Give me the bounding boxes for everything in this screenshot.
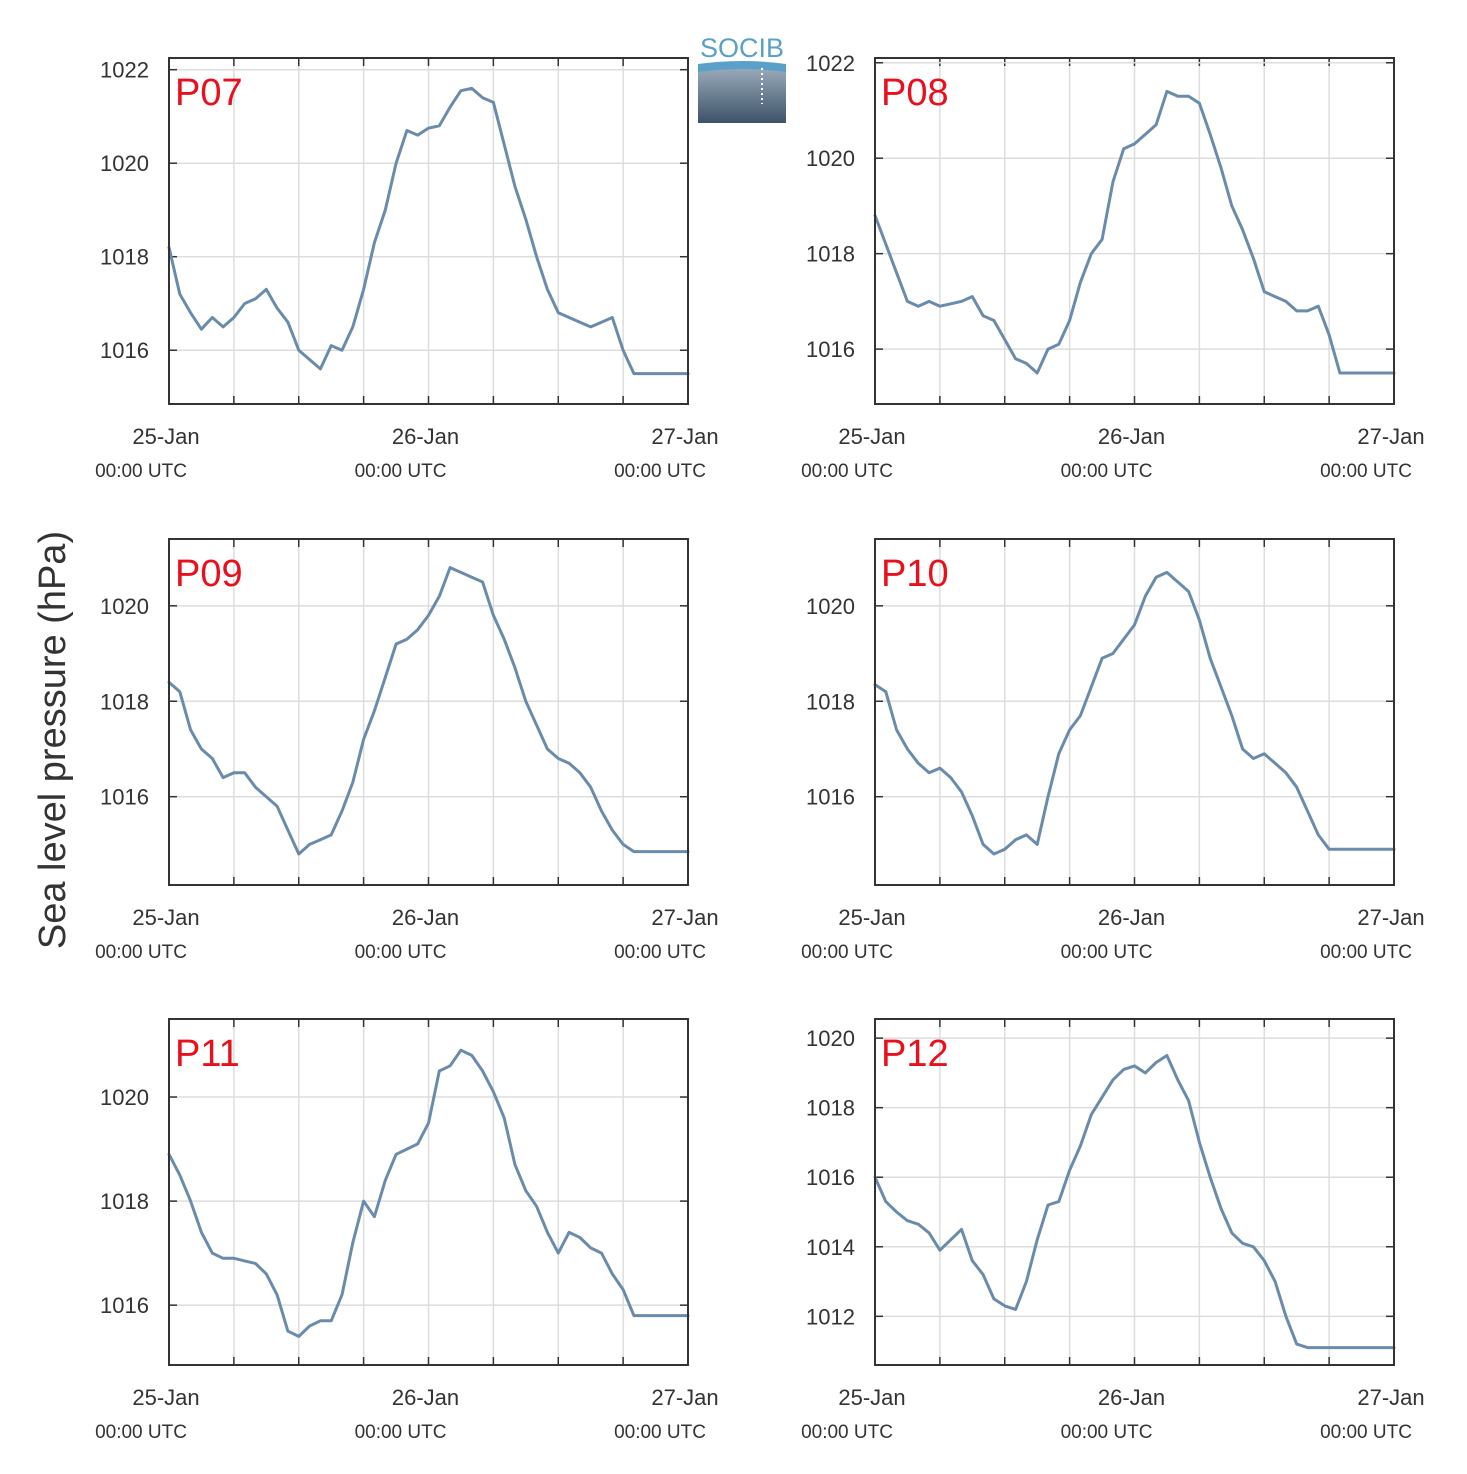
x-tick-sublabel: 00:00 UTC (355, 1422, 447, 1443)
y-tick-label: 1020 (100, 1085, 149, 1110)
x-tick-label: 25-Jan (132, 1385, 199, 1410)
x-tick-sublabel: 00:00 UTC (95, 1422, 187, 1443)
chart-panel-2: 1016 1018 1020 1022 25-Jan 00:00 UTC 26-Jan 00:… (801, 51, 1425, 482)
plot-frame (168, 57, 689, 405)
logo-text: SOCIB (700, 33, 784, 63)
y-tick-label: 1016 (806, 1165, 855, 1190)
plot-frame (874, 538, 1395, 886)
x-tick-sublabel: 00:00 UTC (614, 461, 706, 482)
chart-panel-3: 1016 1018 1020 25-Jan 00:00 UTC 26-Jan 00:00 U… (95, 538, 719, 963)
x-tick-label: 25-Jan (838, 1385, 905, 1410)
x-tick-sublabel: 00:00 UTC (1320, 942, 1412, 963)
x-tick-label: 25-Jan (132, 905, 199, 930)
series-line (167, 566, 690, 856)
y-tick-label: 1016 (100, 338, 149, 363)
chart-panel-4: 1016 1018 1020 25-Jan 00:00 UTC 26-Jan 00:00 U… (801, 538, 1425, 963)
x-tick-label: 27-Jan (651, 905, 718, 930)
y-tick-label: 1016 (100, 785, 149, 810)
x-tick-sublabel: 00:00 UTC (95, 942, 187, 963)
x-tick-label: 25-Jan (838, 424, 905, 449)
logo-wave-shape (698, 61, 786, 72)
x-tick-sublabel: 00:00 UTC (355, 461, 447, 482)
y-tick-label: 1020 (100, 594, 149, 619)
chart-panel-6: 1012 1014 1016 1018 1020 25-Jan 00:00 UTC 26-Ja… (801, 1018, 1425, 1443)
panel-label: P07 (175, 72, 243, 114)
plot-frame (874, 1018, 1395, 1366)
y-tick-label: 1016 (100, 1293, 149, 1318)
panel-label: P09 (175, 553, 243, 595)
y-tick-label: 1018 (806, 242, 855, 267)
panel-label: P12 (881, 1033, 949, 1075)
y-tick-label: 1022 (806, 51, 855, 76)
x-tick-sublabel: 00:00 UTC (801, 942, 893, 963)
x-tick-sublabel: 00:00 UTC (1320, 461, 1412, 482)
y-tick-label: 1018 (806, 1096, 855, 1121)
y-tick-label: 1022 (100, 58, 149, 83)
y-tick-label: 1020 (100, 151, 149, 176)
y-tick-label: 1018 (100, 245, 149, 270)
x-tick-sublabel: 00:00 UTC (1061, 942, 1153, 963)
y-tick-label: 1018 (100, 1189, 149, 1214)
panel-label: P10 (881, 553, 949, 595)
y-tick-label: 1016 (806, 337, 855, 362)
series-line (873, 1054, 1396, 1350)
x-tick-label: 27-Jan (1357, 905, 1424, 930)
y-tick-label: 1018 (806, 689, 855, 714)
x-tick-label: 26-Jan (1098, 1385, 1165, 1410)
x-tick-label: 27-Jan (651, 424, 718, 449)
y-tick-label: 1014 (806, 1235, 855, 1260)
x-tick-label: 26-Jan (392, 424, 459, 449)
series-line (167, 86, 690, 376)
plot-frame (874, 57, 1395, 405)
x-tick-sublabel: 00:00 UTC (355, 942, 447, 963)
panel-label: P08 (881, 72, 949, 114)
x-tick-sublabel: 00:00 UTC (95, 461, 187, 482)
panel-label: P11 (175, 1033, 240, 1075)
y-tick-label: 1012 (806, 1304, 855, 1329)
logo-water-shape (698, 64, 786, 123)
chart-panel-5: 1016 1018 1020 25-Jan 00:00 UTC 26-Jan 00:00 U… (95, 1018, 719, 1443)
x-tick-label: 27-Jan (1357, 1385, 1424, 1410)
x-tick-label: 26-Jan (392, 905, 459, 930)
plot-frame (168, 1018, 689, 1366)
y-tick-label: 1020 (806, 594, 855, 619)
y-tick-label: 1020 (806, 1026, 855, 1051)
y-tick-label: 1020 (806, 146, 855, 171)
x-tick-sublabel: 00:00 UTC (614, 942, 706, 963)
x-tick-label: 26-Jan (392, 1385, 459, 1410)
x-tick-label: 27-Jan (1357, 424, 1424, 449)
y-axis-label: Sea level pressure (hPa) (32, 531, 74, 949)
x-tick-label: 26-Jan (1098, 424, 1165, 449)
x-tick-sublabel: 00:00 UTC (614, 1422, 706, 1443)
series-line (873, 89, 1396, 375)
x-tick-label: 26-Jan (1098, 905, 1165, 930)
socib-logo: SOCIB (698, 33, 786, 123)
x-tick-label: 25-Jan (838, 905, 905, 930)
series-line (873, 570, 1396, 856)
series-line (167, 1048, 690, 1338)
x-tick-sublabel: 00:00 UTC (1061, 461, 1153, 482)
chart-panel-1: 1016 1018 1020 1022 25-Jan 00:00 UTC 26-Jan 00:… (95, 57, 719, 482)
x-tick-label: 25-Jan (132, 424, 199, 449)
y-tick-label: 1016 (806, 785, 855, 810)
x-tick-sublabel: 00:00 UTC (801, 1422, 893, 1443)
x-tick-sublabel: 00:00 UTC (1320, 1422, 1412, 1443)
x-tick-sublabel: 00:00 UTC (801, 461, 893, 482)
x-tick-label: 27-Jan (651, 1385, 718, 1410)
plot-frame (168, 538, 689, 886)
y-tick-label: 1018 (100, 689, 149, 714)
x-tick-sublabel: 00:00 UTC (1061, 1422, 1153, 1443)
